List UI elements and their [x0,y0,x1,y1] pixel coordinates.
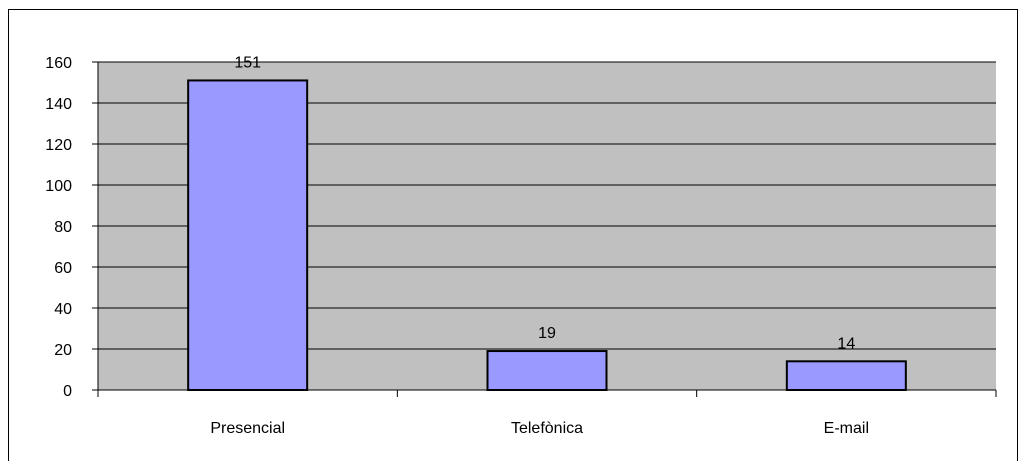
y-axis: 0 20 40 60 80 100 120 140 160 [45,55,99,400]
bar [187,79,309,391]
x-category-label: E-mail [824,420,869,437]
y-tick-label: 120 [45,137,72,154]
data-label: 14 [837,335,855,352]
bars [187,79,907,391]
y-tick-label: 0 [63,383,72,400]
x-category-label: Telefònica [511,420,583,437]
data-label: 151 [234,54,261,71]
y-tick-label: 40 [54,301,72,318]
bar [486,350,608,391]
y-tick-label: 100 [45,178,72,195]
y-tick-label: 140 [45,96,72,113]
bar [785,360,907,391]
x-category-label: Presencial [210,420,285,437]
data-labels: 151 19 14 [234,54,855,352]
y-tick-label: 60 [54,260,72,277]
data-label: 19 [538,325,556,342]
y-tick-label: 80 [54,219,72,236]
chart-frame [8,9,1018,461]
x-axis: Presencial Telefònica E-mail [97,389,997,437]
y-tick-label: 20 [54,342,72,359]
y-tick-label: 160 [45,55,72,72]
